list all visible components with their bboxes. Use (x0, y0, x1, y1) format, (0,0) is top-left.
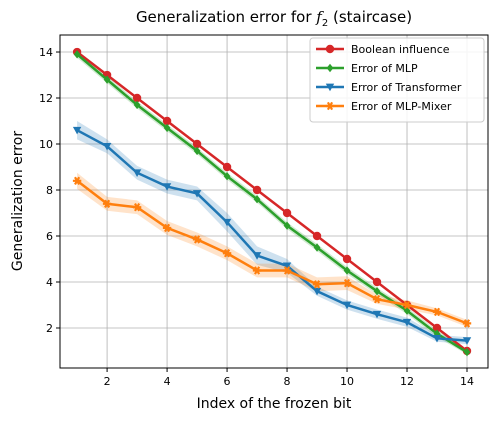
legend-marker (325, 44, 335, 54)
y-tick-label: 8 (46, 184, 53, 197)
x-tick-label: 6 (224, 375, 231, 388)
series-line (76, 51, 468, 352)
marker (132, 203, 142, 212)
marker (72, 176, 82, 185)
marker (313, 243, 321, 252)
marker (252, 266, 262, 275)
x-tick-label: 10 (340, 375, 354, 388)
marker (192, 139, 202, 149)
marker (193, 146, 201, 156)
x-tick-label: 14 (460, 375, 474, 388)
marker (372, 277, 382, 287)
title-math: f (315, 8, 324, 26)
marker (462, 337, 472, 345)
marker (282, 208, 292, 218)
legend-label: Error of MLP (351, 62, 418, 75)
y-tick-label: 10 (39, 138, 53, 151)
chart-title: Generalization error for f2 (staircase) (136, 8, 412, 29)
marker (162, 183, 172, 191)
y-tick-label: 12 (39, 92, 53, 105)
marker (132, 93, 142, 103)
marker (253, 195, 261, 204)
x-axis-label: Index of the frozen bit (197, 396, 352, 412)
marker (432, 323, 442, 333)
y-tick-label: 2 (46, 322, 53, 335)
legend-label: Boolean influence (351, 43, 450, 56)
legend-marker (325, 83, 335, 92)
series-line (76, 129, 468, 342)
marker (402, 300, 412, 310)
marker (192, 190, 202, 198)
marker (432, 334, 442, 343)
marker (102, 199, 112, 208)
x-tick-label: 8 (284, 375, 291, 388)
marker (372, 295, 382, 304)
marker (102, 142, 112, 151)
marker (343, 266, 351, 275)
marker (163, 123, 171, 133)
marker (462, 319, 472, 328)
marker (73, 50, 81, 59)
marker (282, 262, 292, 271)
marker (432, 307, 442, 317)
legend-marker (325, 101, 335, 111)
marker (222, 218, 232, 227)
marker (162, 116, 172, 126)
marker (283, 221, 291, 230)
title-subscript: 2 (322, 18, 328, 29)
y-axis-label: Generalization error (10, 131, 26, 271)
marker (223, 172, 231, 181)
marker (372, 310, 382, 319)
x-tick-label: 4 (164, 375, 171, 388)
marker (342, 254, 352, 264)
x-tick-label: 12 (400, 375, 414, 388)
marker (463, 347, 471, 357)
marker (342, 301, 352, 310)
marker (252, 185, 262, 195)
marker (222, 162, 232, 172)
marker (162, 223, 172, 233)
title-text: (staircase) (328, 8, 412, 26)
y-tick-label: 4 (46, 276, 53, 289)
marker (282, 266, 292, 275)
x-tick-label: 2 (104, 375, 111, 388)
marker (312, 280, 322, 289)
legend-marker (326, 63, 334, 73)
marker (402, 318, 412, 327)
title-text: Generalization error for (136, 8, 316, 26)
legend-box (309, 37, 485, 123)
marker (312, 287, 322, 296)
marker (72, 126, 82, 135)
legend-label: Error of Transformer (351, 81, 462, 94)
plot-frame (59, 34, 489, 369)
y-tick-label: 6 (46, 230, 53, 243)
marker (133, 100, 141, 110)
marker (342, 278, 352, 288)
marker (373, 286, 381, 296)
marker (222, 249, 232, 258)
marker (312, 231, 322, 241)
marker (132, 169, 142, 177)
series-line (76, 53, 468, 354)
marker (192, 235, 202, 244)
legend-label: Error of MLP-Mixer (351, 100, 452, 113)
marker (252, 252, 262, 260)
y-tick-label: 14 (39, 46, 53, 59)
marker (103, 75, 111, 84)
series-line (76, 179, 468, 325)
